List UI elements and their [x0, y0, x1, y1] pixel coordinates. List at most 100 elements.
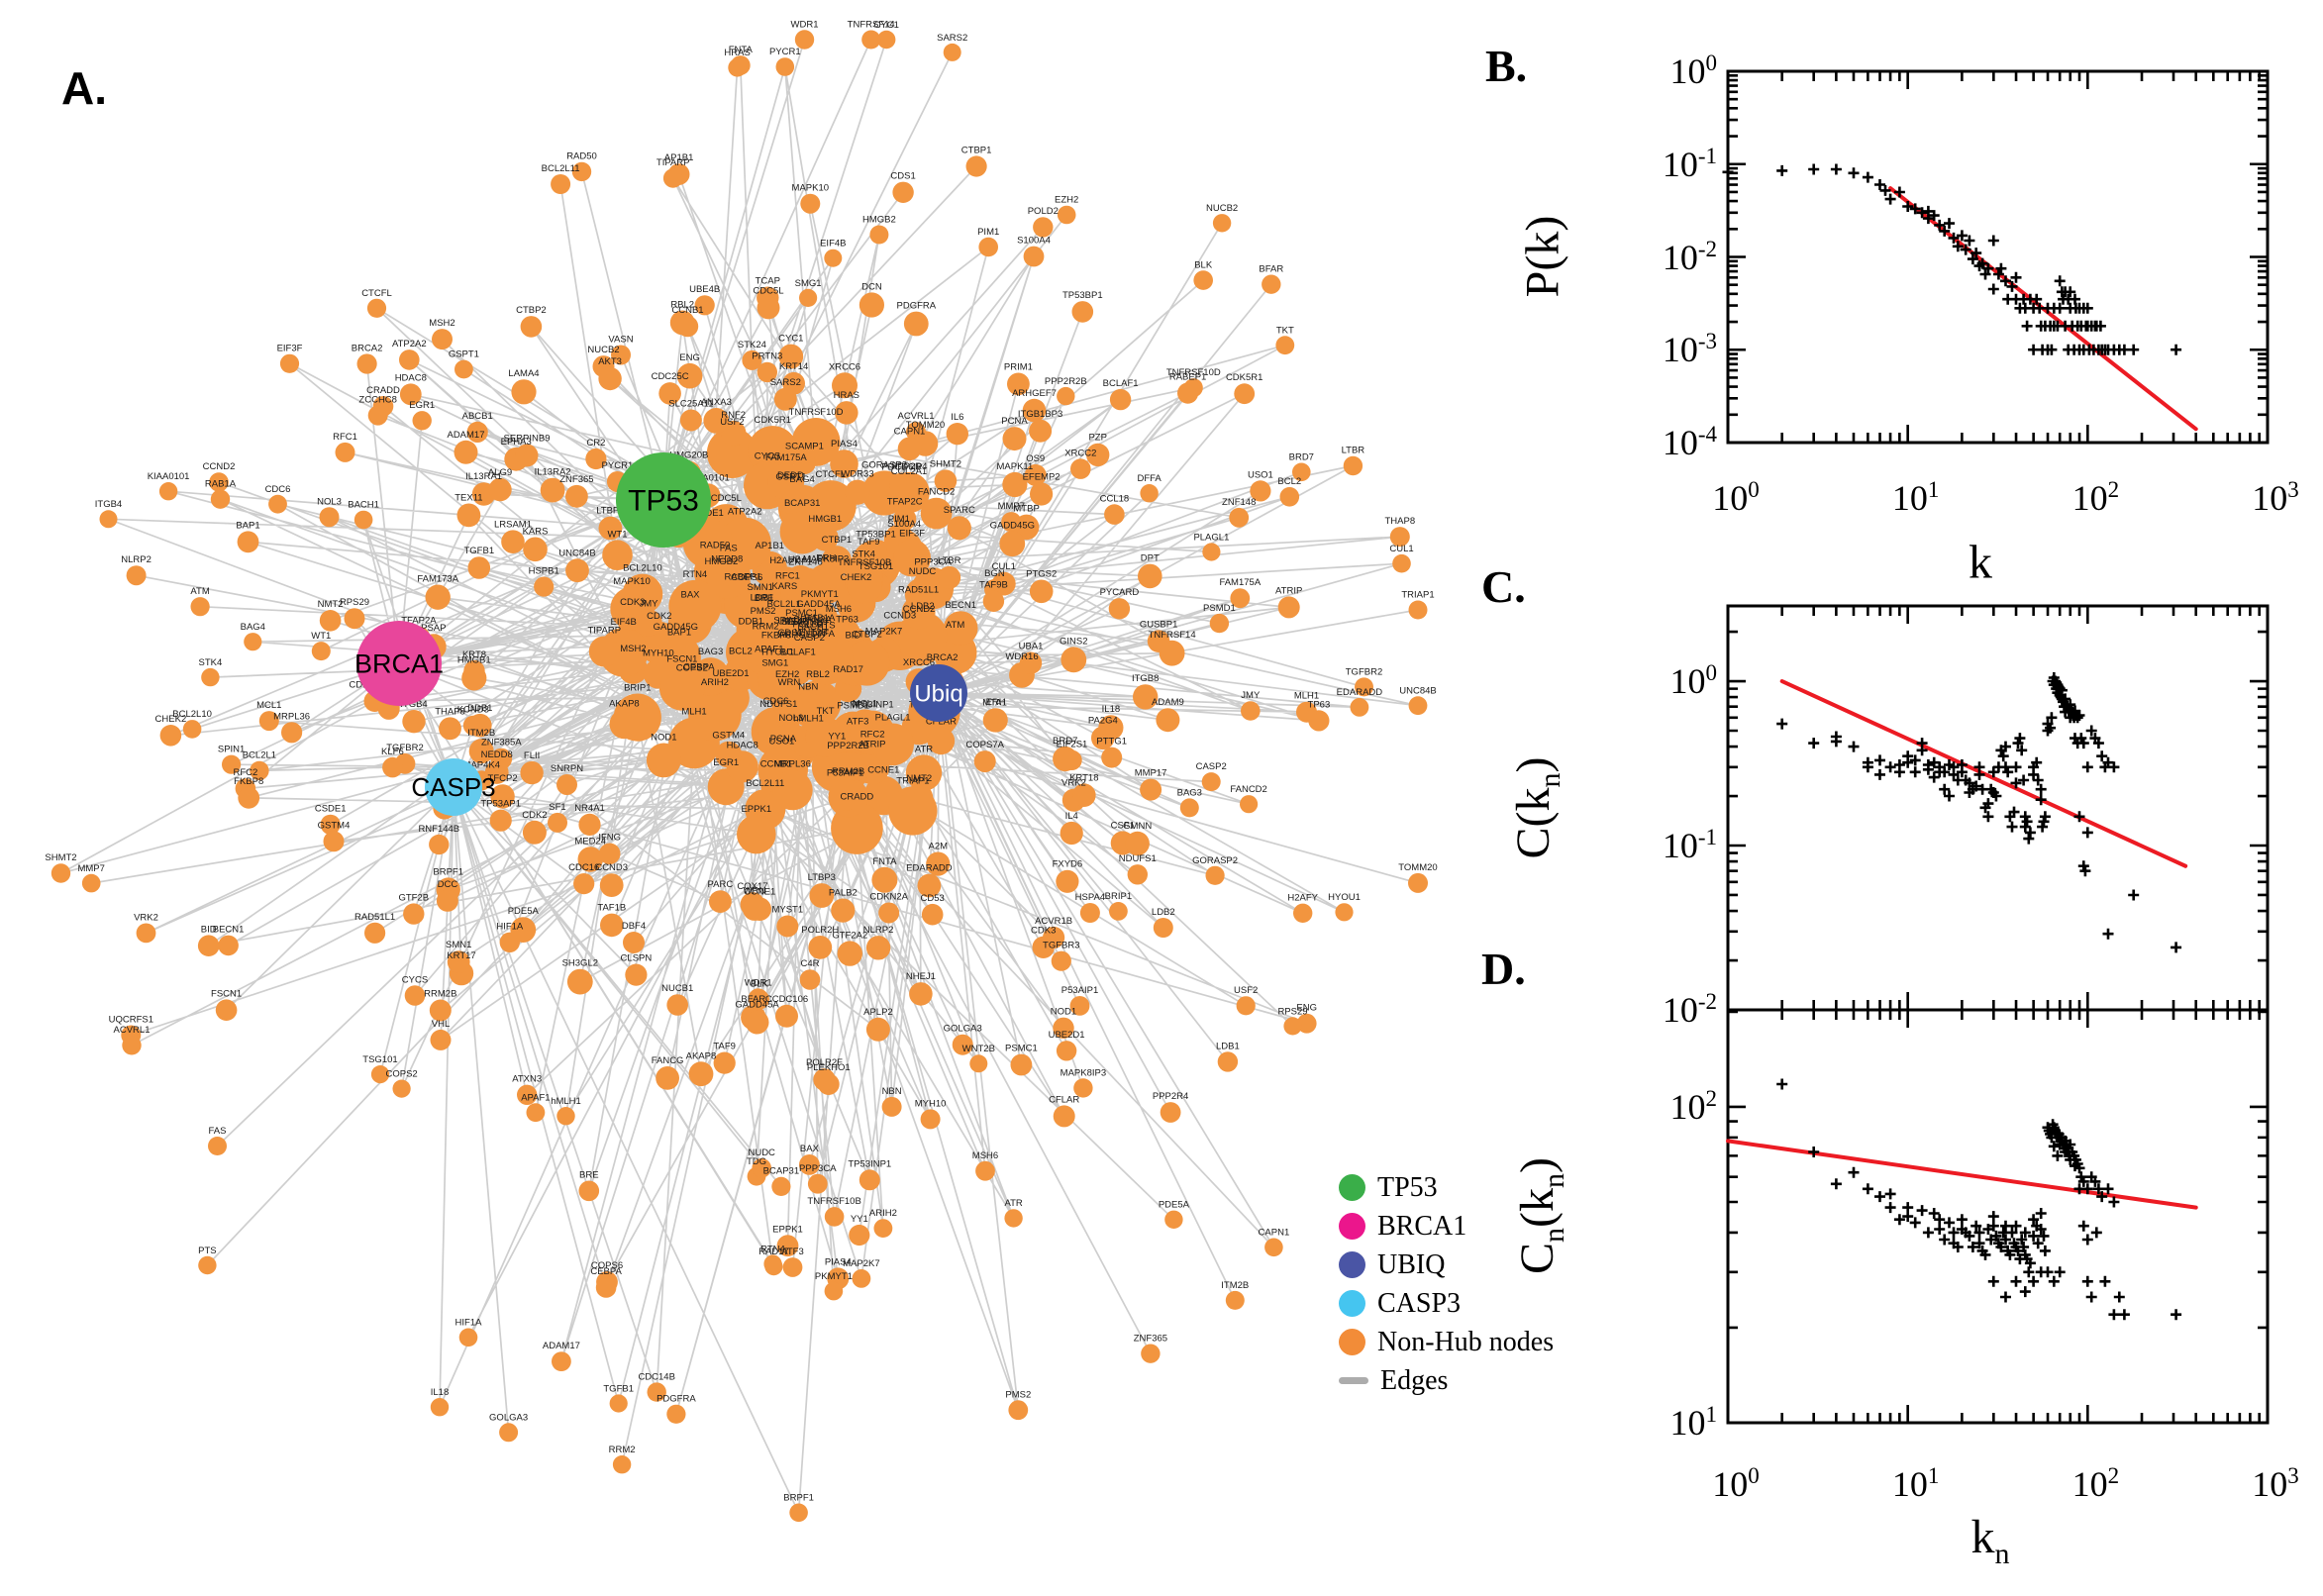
network-node: [159, 725, 182, 747]
gene-label: BAG3: [698, 647, 723, 657]
gene-label: POLR2H: [801, 925, 839, 936]
gene-label: PYCR1: [602, 460, 634, 471]
network-node: [1008, 1400, 1029, 1421]
legend-label: TP53: [1377, 1171, 1438, 1203]
gene-label: PSAP: [421, 623, 446, 634]
network-node: [1212, 214, 1232, 233]
tick-label: 100: [1712, 1463, 1760, 1504]
gene-label: RAB1A: [205, 479, 237, 490]
gene-label: WRN: [778, 677, 801, 688]
network-node: [578, 1180, 600, 1202]
network-node: [793, 451, 816, 475]
network-node: [752, 1158, 771, 1178]
gene-label: GSTM4: [318, 820, 351, 831]
network-node: [858, 1169, 880, 1191]
gene-label: TNFRSF14: [1149, 630, 1196, 641]
network-node: [905, 754, 943, 791]
gene-label: TGFB1: [463, 546, 494, 556]
gene-label: PCNA: [1001, 416, 1028, 427]
legend-item-casp3: CASP3: [1339, 1284, 1554, 1323]
network-node: [656, 1066, 679, 1090]
gene-label: MAPK10: [613, 576, 651, 587]
tick-label: 102: [1669, 1085, 1718, 1127]
network-node: [238, 786, 260, 809]
network-node: [399, 349, 420, 370]
network-node: [852, 1269, 871, 1288]
network-node-labels: NEDD8 KARS PCNA DDB1 UBA1 CDK2 CCND3 XRCC6 ARHGE…: [45, 19, 1437, 1503]
network-node: [404, 985, 426, 1006]
gene-label: FAM175A: [765, 452, 807, 463]
network-node: [1024, 463, 1047, 486]
gene-label: ARHGEF7: [1012, 388, 1057, 399]
panel-c-label: C.: [1481, 561, 1526, 612]
gene-label: PTTG1: [1096, 737, 1127, 748]
gene-label: WT1: [607, 529, 627, 540]
network-node: [715, 741, 743, 768]
gene-label: MYST1: [771, 905, 803, 916]
gene-label: CCNE1: [744, 886, 775, 897]
gene-label: HDAC8: [395, 372, 427, 383]
gene-label: RAB1A: [804, 613, 836, 624]
network-node: [126, 565, 147, 586]
network-node: [1201, 772, 1221, 792]
gene-label: KRT18: [1069, 773, 1098, 784]
gene-label: P53AIP1: [1061, 985, 1099, 996]
gene-label: SF1: [549, 802, 565, 813]
legend-item-nonhub: Non-Hub nodes: [1339, 1323, 1554, 1361]
network-node: [598, 366, 622, 391]
gene-label: A2M: [929, 842, 949, 852]
gene-label: CDK2: [522, 810, 547, 821]
network-node: [432, 329, 453, 350]
network-node: [927, 727, 956, 755]
scatter-points: [1776, 672, 2182, 953]
gene-label: CFLAR: [1049, 1095, 1079, 1106]
gene-label: CUL1: [1389, 544, 1413, 554]
gene-label: MAPK8IP3: [1060, 1067, 1106, 1078]
gene-label: TP53INP1: [848, 1158, 891, 1169]
gene-label: BRPF1: [783, 1493, 814, 1504]
network-node: [888, 786, 938, 836]
plot-c-y-axis-label: C(kn): [1507, 756, 1566, 859]
gene-label: UBA1: [1019, 642, 1044, 652]
gene-label: EIF3F: [277, 344, 303, 354]
gene-label: UBA1: [788, 554, 813, 565]
gene-label: MTBP: [1013, 504, 1039, 515]
network-node: [1241, 701, 1261, 721]
network-node: [1127, 864, 1149, 885]
network-node: [776, 915, 799, 938]
network-node: [871, 866, 898, 893]
network-node: [830, 449, 858, 478]
network-node: [1335, 903, 1354, 922]
network-node: [1156, 708, 1180, 733]
network-node: [281, 722, 303, 744]
gene-label: RRM2B: [424, 989, 456, 1000]
gene-label: NMT2: [906, 773, 932, 784]
gene-label: GADD45G: [654, 622, 698, 633]
gene-label: LTBR: [1342, 446, 1365, 456]
gene-label: BLK: [751, 978, 769, 989]
gene-label: COPS2: [385, 1069, 417, 1080]
network-node: [865, 936, 891, 960]
network-node: [893, 507, 917, 531]
network-node: [515, 444, 539, 467]
network-node: [831, 898, 856, 923]
network-node: [775, 1004, 798, 1028]
tick-label: 103: [2252, 477, 2299, 518]
gene-label: POLD2: [1028, 206, 1059, 217]
network-node: [588, 636, 620, 667]
gene-label: UBE4B: [777, 617, 808, 628]
network-node: [520, 316, 543, 338]
gene-label: LAMA4: [508, 368, 539, 379]
network-node: [713, 1051, 736, 1074]
gene-label: GADD45A: [735, 1000, 779, 1011]
gene-label: CCNE1: [867, 765, 899, 776]
gene-label: PIAS4: [831, 439, 858, 449]
network-node: [609, 1394, 628, 1413]
gene-label: CTBP1: [822, 535, 853, 546]
network-node: [1030, 482, 1054, 506]
network-node: [1060, 647, 1087, 673]
network-node: [556, 1107, 575, 1126]
gene-label: BAG3: [1177, 787, 1202, 798]
scatter-points: [1722, 163, 2182, 355]
gene-label: NUDC: [748, 1147, 775, 1158]
